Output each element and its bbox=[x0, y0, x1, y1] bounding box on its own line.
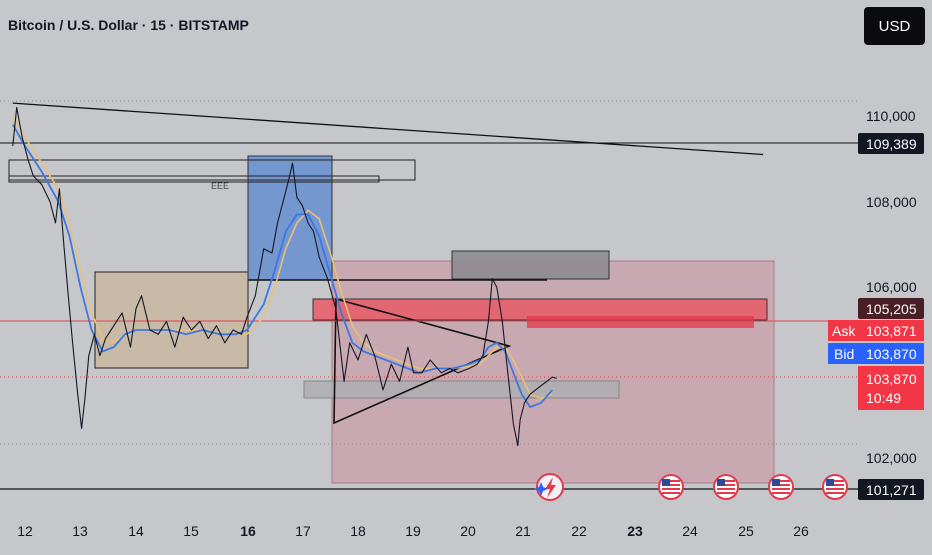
red-inner-zone[interactable] bbox=[527, 316, 754, 328]
level-red-value: 105,205 bbox=[866, 301, 917, 317]
ask-value-badge bbox=[858, 320, 924, 341]
bid-label: Bid bbox=[834, 346, 854, 362]
last-price-badge bbox=[858, 366, 924, 410]
time-label-25: 25 bbox=[738, 523, 754, 539]
tick-label-108000: 108,000 bbox=[866, 194, 917, 210]
top-outline-zone-2[interactable] bbox=[8, 175, 380, 183]
countdown-value: 10:49 bbox=[866, 390, 901, 406]
bid-value: 103,870 bbox=[866, 346, 917, 362]
lightning-event-icon[interactable] bbox=[534, 473, 564, 501]
time-label-15: 15 bbox=[183, 523, 199, 539]
level-top-badge bbox=[858, 133, 924, 154]
time-label-26: 26 bbox=[793, 523, 809, 539]
time-label-22: 22 bbox=[571, 523, 587, 539]
level-top-value: 109,389 bbox=[866, 136, 917, 152]
time-label-14: 14 bbox=[128, 523, 144, 539]
chart-title: Bitcoin / U.S. Dollar · 15 · BITSTAMP bbox=[8, 17, 249, 33]
time-label-12: 12 bbox=[17, 523, 33, 539]
us-flag-event-icon-2[interactable] bbox=[713, 474, 739, 500]
bid-label-badge bbox=[828, 343, 858, 364]
time-label-16: 16 bbox=[240, 523, 256, 539]
gray-support-zone[interactable] bbox=[303, 380, 620, 399]
triangle-pattern[interactable] bbox=[333, 297, 512, 425]
currency-button[interactable]: USD bbox=[864, 7, 925, 45]
ask-value: 103,871 bbox=[866, 323, 917, 339]
tick-label-102000: 102,000 bbox=[866, 450, 917, 466]
time-label-17: 17 bbox=[295, 523, 311, 539]
eee-label: EEE bbox=[211, 181, 229, 191]
trendline[interactable] bbox=[12, 102, 764, 156]
price-axis-background[interactable] bbox=[858, 48, 932, 518]
bid-value-badge bbox=[858, 343, 924, 364]
time-label-13: 13 bbox=[72, 523, 88, 539]
top-outline-zone-1[interactable] bbox=[8, 159, 416, 181]
time-label-24: 24 bbox=[682, 523, 698, 539]
us-flag-event-icon-4[interactable] bbox=[822, 474, 848, 500]
tick-label-110000: 110,000 bbox=[866, 108, 916, 124]
level-bottom-value: 101,271 bbox=[866, 482, 917, 498]
time-label-18: 18 bbox=[350, 523, 366, 539]
time-label-19: 19 bbox=[405, 523, 421, 539]
time-label-23: 23 bbox=[627, 523, 643, 539]
ask-label: Ask bbox=[832, 323, 856, 339]
gray-top-zone[interactable] bbox=[451, 250, 610, 280]
time-label-21: 21 bbox=[515, 523, 531, 539]
last-price-value: 103,870 bbox=[866, 371, 917, 387]
pink-projection-zone[interactable] bbox=[331, 260, 775, 484]
ask-label-badge bbox=[828, 320, 858, 341]
time-label-20: 20 bbox=[460, 523, 476, 539]
tick-label-106000: 106,000 bbox=[866, 279, 917, 295]
us-flag-event-icon-1[interactable] bbox=[658, 474, 684, 500]
price-series-line bbox=[12, 106, 557, 447]
beige-range-zone[interactable] bbox=[94, 271, 249, 369]
time-axis[interactable]: 12 13 14 15 16 17 18 19 20 21 22 23 24 2… bbox=[17, 523, 809, 539]
level-red-badge bbox=[858, 298, 924, 319]
slow-ma-line bbox=[12, 115, 553, 400]
level-bottom-badge bbox=[858, 479, 924, 500]
us-flag-event-icon-3[interactable] bbox=[768, 474, 794, 500]
fast-ma-line bbox=[12, 124, 553, 408]
